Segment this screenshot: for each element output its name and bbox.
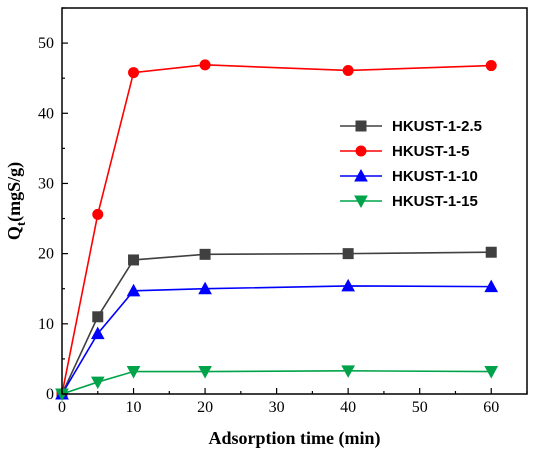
legend-label-hkust-1-15: HKUST-1-15 (392, 193, 478, 210)
legend-marker-hkust-1-15 (354, 195, 368, 209)
series-line-hkust-1-10 (61, 285, 492, 395)
y-tick-label: 0 (46, 386, 54, 403)
y-tick-label: 20 (38, 246, 54, 263)
data-point-hkust-1-2-5 (199, 248, 211, 260)
data-point-hkust-1-15 (484, 366, 499, 379)
legend: HKUST-1-2.5 HKUST-1-5 HKUST-1-10 HKUST-1-15 (340, 118, 482, 210)
data-point-hkust-1-10 (126, 283, 141, 297)
x-tick-label: 20 (197, 399, 213, 416)
y-tick-label: 30 (38, 175, 54, 192)
series-hkust-1-15 (55, 365, 499, 402)
legend-marker-hkust-1-10 (354, 168, 368, 182)
x-tick-label: 0 (58, 399, 66, 416)
series-line-hkust-1-15 (61, 370, 492, 395)
legend-label-hkust-1-10: HKUST-1-10 (392, 168, 478, 185)
x-tick-label: 60 (483, 399, 499, 416)
y-tick-label: 40 (38, 105, 54, 122)
data-point-hkust-1-2-5 (92, 311, 104, 323)
series-line-hkust-1-5 (61, 64, 492, 395)
data-point-hkust-1-2-5 (128, 254, 140, 266)
x-tick-label: 50 (412, 399, 428, 416)
data-point-hkust-1-5 (128, 67, 140, 79)
data-point-hkust-1-10 (484, 279, 499, 293)
series-hkust-1-10 (55, 278, 499, 400)
data-point-hkust-1-2-5 (485, 246, 497, 258)
data-point-hkust-1-5 (199, 59, 211, 71)
y-tick-label: 50 (38, 35, 54, 52)
data-point-hkust-1-15 (341, 365, 355, 378)
data-point-hkust-1-15 (126, 366, 141, 379)
data-point-hkust-1-15 (198, 366, 212, 379)
plot-area (55, 59, 499, 402)
data-point-hkust-1-2-5 (342, 248, 354, 260)
y-axis-title-subscript: t (13, 221, 28, 226)
series-line-hkust-1-2-5 (61, 251, 492, 395)
data-point-hkust-1-5 (485, 60, 497, 72)
x-tick-label: 30 (269, 399, 285, 416)
y-tick-label: 10 (38, 316, 54, 333)
data-point-hkust-1-5 (92, 208, 104, 220)
data-point-hkust-1-10 (341, 278, 355, 292)
y-axis-title: Qt(mgS/g) (4, 162, 28, 240)
legend-label-hkust-1-2-5: HKUST-1-2.5 (392, 118, 482, 135)
axis-ticks: 0 10 20 30 40 50 60 0 10 20 30 40 50 (38, 7, 528, 416)
data-point-hkust-1-15 (90, 376, 105, 390)
plot-frame (61, 7, 528, 395)
legend-label-hkust-1-5: HKUST-1-5 (392, 143, 470, 160)
x-tick-label: 40 (340, 399, 356, 416)
legend-marker-hkust-1-2-5 (355, 120, 367, 132)
data-point-hkust-1-5 (342, 64, 354, 76)
x-axis-title: Adsorption time (min) (209, 428, 381, 449)
data-point-hkust-1-10 (90, 326, 105, 340)
legend-marker-hkust-1-5 (355, 145, 367, 157)
y-axis-title-unit: (mgS/g) (4, 162, 25, 222)
data-point-hkust-1-10 (198, 281, 212, 295)
x-tick-label: 10 (126, 399, 142, 416)
y-axis-title-main: Q (4, 226, 24, 240)
